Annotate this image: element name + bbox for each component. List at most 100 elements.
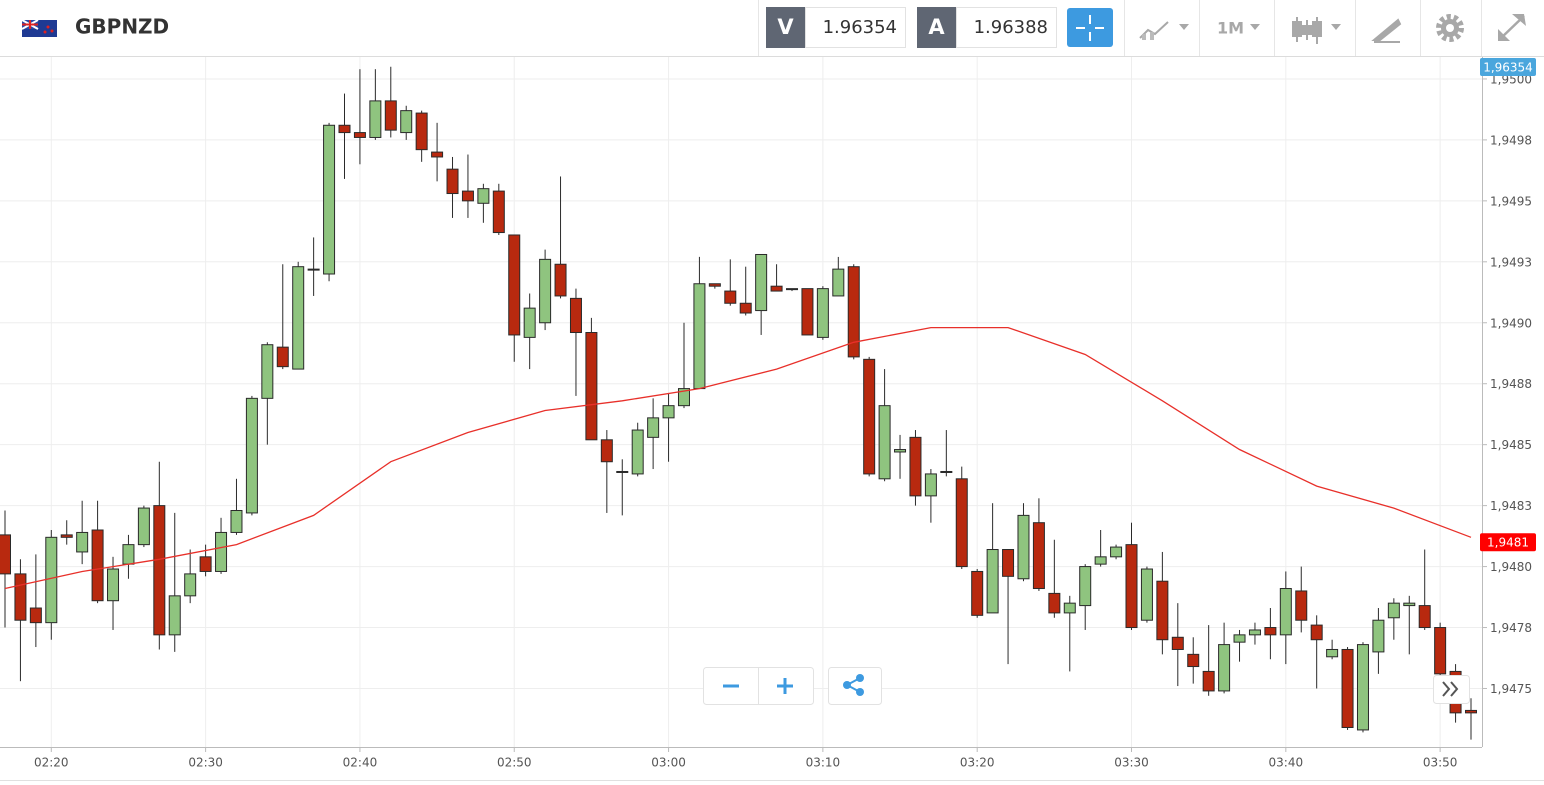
candle-body: [384, 100, 397, 131]
candle-body: [662, 405, 675, 419]
candle-body: [1279, 588, 1292, 636]
crosshair-button[interactable]: [1067, 8, 1113, 47]
candle-body: [122, 544, 135, 565]
price-label-box: [1480, 533, 1536, 552]
candle-body: [1002, 549, 1015, 577]
candle-body: [600, 439, 613, 463]
candle-body: [554, 263, 567, 297]
candle-body: [1171, 636, 1184, 650]
candle-body: [45, 536, 58, 624]
y-tick-label: 1,9493: [1490, 255, 1532, 269]
y-tick-label: 1,9483: [1490, 499, 1532, 513]
candle-body: [955, 478, 968, 568]
candle-body: [523, 307, 536, 338]
candle-body: [786, 288, 799, 291]
candle-body: [1310, 624, 1323, 641]
candle-body: [1233, 634, 1246, 643]
x-tick-label: 03:30: [1114, 756, 1149, 770]
candle-body: [1079, 566, 1092, 607]
candle-body: [199, 556, 212, 572]
fullscreen-button[interactable]: [1498, 14, 1526, 41]
candle-body: [971, 570, 984, 616]
candle-body: [940, 470, 953, 473]
zoom-controls: [703, 667, 882, 705]
candle-body: [1356, 644, 1369, 731]
zoom-in-button[interactable]: [777, 678, 793, 694]
x-tick-label: 02:20: [34, 756, 69, 770]
share-button[interactable]: [828, 667, 882, 705]
y-tick-label: 1,9488: [1490, 377, 1532, 391]
candle-body: [1372, 619, 1385, 653]
candle-body: [693, 283, 706, 390]
candle-body: [1187, 653, 1200, 668]
candle-body: [894, 449, 907, 453]
bid-box[interactable]: [805, 7, 906, 48]
candle-body: [153, 505, 166, 636]
settings-button[interactable]: [1436, 14, 1464, 42]
timeframe[interactable]: 1M: [1217, 19, 1244, 38]
candle-body: [184, 573, 197, 597]
drawing-tool-button[interactable]: [1371, 18, 1402, 43]
candle-body: [816, 288, 829, 338]
candle-body: [647, 417, 660, 438]
candle-body: [14, 573, 27, 621]
symbol: GBPNZD: [75, 15, 169, 39]
candle-body: [801, 288, 814, 336]
candle-body: [29, 607, 42, 624]
candle-body: [1264, 627, 1277, 636]
y-tick-label: 1,9498: [1490, 133, 1532, 147]
candle-body: [1032, 522, 1045, 590]
candle-body: [863, 358, 876, 475]
chart-type-button[interactable]: [1139, 21, 1189, 40]
candle-body: [539, 258, 552, 324]
x-tick-label: 02:40: [343, 756, 378, 770]
candle-body: [1465, 709, 1477, 714]
candle-body: [338, 124, 351, 134]
x-tick-label: 03:50: [1423, 756, 1458, 770]
candle-body: [770, 285, 783, 292]
candle-body: [986, 549, 999, 614]
x-tick-label: 02:50: [497, 756, 532, 770]
candle-body: [431, 151, 444, 158]
candle-body: [276, 346, 289, 368]
bid-price: 1.96354: [823, 17, 897, 38]
candle-body: [1295, 590, 1308, 621]
candle-body: [1156, 580, 1169, 641]
bid-label: V: [777, 15, 794, 39]
candle-body: [724, 290, 737, 304]
candle-body: [400, 110, 413, 134]
scroll-latest-button[interactable]: [1433, 675, 1470, 704]
candle-body: [508, 234, 521, 336]
candle-body: [924, 473, 937, 497]
x-tick-label: 03:40: [1269, 756, 1304, 770]
x-tick-label: 03:20: [960, 756, 995, 770]
bid-tag[interactable]: [766, 7, 805, 48]
candle-body: [369, 100, 382, 138]
candle-body: [585, 332, 598, 441]
candle-body: [261, 344, 274, 399]
candle-body: [107, 568, 120, 602]
candle-body: [323, 124, 336, 275]
y-tick-label: 1,9480: [1490, 560, 1532, 574]
candle-body: [168, 595, 181, 636]
candle-body: [677, 388, 690, 407]
ask-tag[interactable]: [917, 7, 956, 48]
candle-body: [353, 132, 366, 138]
candle-body: [1434, 627, 1447, 675]
candle-body: [878, 405, 891, 480]
candle-body: [1403, 602, 1416, 607]
candle-body: [1387, 602, 1400, 619]
candle-body: [415, 112, 428, 151]
candle-body: [1110, 546, 1123, 558]
y-tick-label: 1,9490: [1490, 316, 1532, 330]
candle-body: [631, 429, 644, 475]
candle-body: [1063, 602, 1076, 614]
candle-body: [832, 268, 845, 297]
candle-body: [307, 268, 320, 271]
y-tick-label: 1,9478: [1490, 621, 1532, 635]
flag-icon: [21, 19, 57, 37]
candle-style-button[interactable]: [1292, 17, 1341, 44]
candle-body: [477, 188, 490, 204]
ask-box[interactable]: [956, 7, 1057, 48]
